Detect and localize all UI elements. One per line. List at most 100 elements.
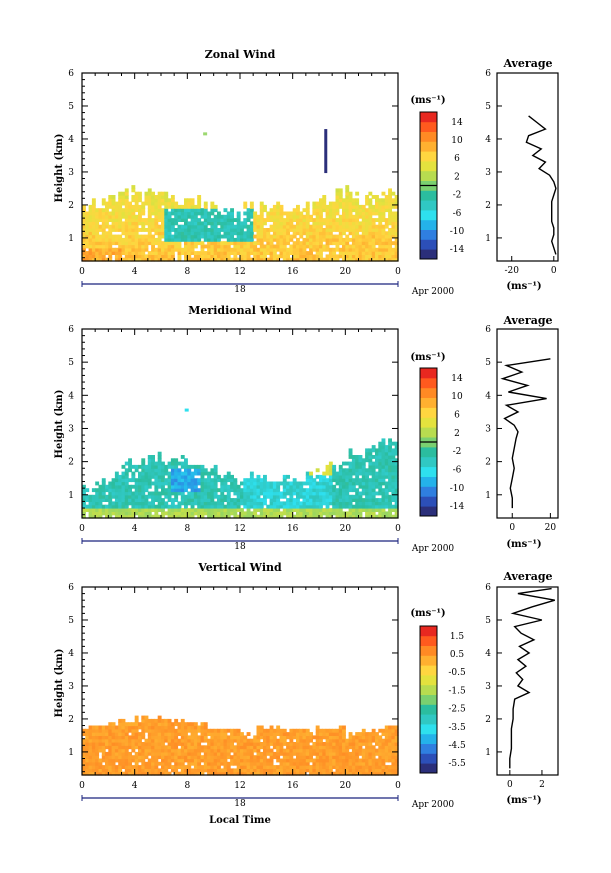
heatmap-cell — [236, 228, 241, 232]
heatmap-cell — [85, 241, 90, 246]
heatmap-cell — [368, 751, 373, 756]
heatmap-cell — [131, 742, 136, 746]
heatmap-cell — [289, 738, 294, 743]
heatmap-cell — [161, 201, 165, 206]
heatmap-cell — [230, 257, 234, 262]
heatmap-cell — [361, 244, 366, 249]
heatmap-cell — [253, 491, 258, 496]
heatmap-cell — [328, 491, 333, 496]
heatmap-cell — [193, 745, 198, 750]
heatmap-cell — [355, 241, 360, 246]
heatmap-cell — [114, 251, 119, 255]
heatmap-cell — [243, 755, 248, 760]
heatmap-cell — [108, 514, 113, 519]
heatmap-cell — [111, 511, 116, 516]
x-tick-label: 0 — [79, 781, 85, 791]
heatmap-cell — [88, 504, 93, 509]
heatmap-cell — [375, 471, 379, 476]
heatmap-cell — [335, 501, 340, 506]
heatmap-cell — [296, 244, 300, 249]
heatmap-cell — [289, 488, 294, 493]
heatmap-cell — [243, 514, 248, 519]
heatmap-cell — [95, 725, 100, 730]
heatmap-cell — [338, 771, 343, 776]
heatmap-cell — [131, 755, 136, 760]
heatmap-cell — [381, 438, 386, 443]
heatmap-cell — [384, 771, 389, 776]
heatmap-cell — [193, 231, 198, 236]
heatmap-cell — [207, 761, 211, 766]
heatmap-cell — [309, 231, 313, 236]
heatmap-cell — [118, 234, 123, 239]
heatmap-cell — [207, 484, 211, 489]
heatmap-cell — [203, 224, 208, 229]
heatmap-cell — [319, 231, 323, 236]
heatmap-cell — [312, 745, 317, 750]
heatmap-cell — [282, 504, 287, 509]
heatmap-cell — [394, 728, 399, 733]
heatmap-cell — [276, 234, 281, 239]
heatmap-cell — [358, 468, 363, 473]
heatmap-cell — [279, 241, 284, 246]
heatmap-cell — [309, 745, 313, 750]
heatmap-cell — [328, 514, 333, 519]
heatmap-cell — [118, 488, 123, 493]
heatmap-cell — [154, 241, 159, 246]
heatmap-cell — [98, 244, 103, 249]
heatmap-cell — [157, 732, 162, 736]
heatmap-cell — [161, 231, 165, 236]
heatmap-cell — [121, 464, 126, 469]
heatmap-cell — [217, 758, 221, 763]
heatmap-cell — [338, 228, 343, 232]
heatmap-cell — [190, 501, 195, 506]
heatmap-cell — [289, 514, 294, 519]
heatmap-cell — [167, 514, 172, 519]
heatmap-cell — [368, 468, 373, 473]
heatmap-cell — [279, 728, 284, 733]
heatmap-cell — [335, 211, 340, 216]
heatmap-cell — [263, 732, 267, 736]
heatmap-cell — [167, 251, 172, 255]
heatmap-cell — [108, 244, 113, 249]
heatmap-cell — [302, 214, 307, 219]
heatmap-cell — [220, 501, 225, 506]
heatmap-cell — [394, 735, 399, 740]
colorbar-tick-label: -2.5 — [448, 705, 466, 715]
heatmap-cell — [138, 751, 142, 756]
heatmap-cell — [391, 448, 396, 453]
heatmap-cell — [279, 735, 284, 740]
heatmap-cell — [375, 751, 379, 756]
heatmap-cell — [151, 221, 155, 226]
heatmap-cell — [305, 751, 310, 756]
heatmap-cell — [378, 511, 383, 516]
heatmap-cell — [315, 241, 320, 246]
heatmap-cell — [207, 751, 211, 756]
heatmap-cell — [269, 732, 274, 736]
heatmap-cell — [180, 228, 185, 232]
heatmap-cell — [272, 494, 277, 499]
x-tick-label: 16 — [287, 267, 299, 277]
colorbar-segment — [420, 407, 437, 418]
heatmap-cell — [233, 738, 238, 743]
heatmap-cell — [121, 195, 126, 199]
heatmap-cell — [114, 201, 119, 206]
heatmap-cell — [388, 481, 392, 486]
heatmap-cell — [266, 768, 271, 773]
heatmap-cell — [144, 504, 149, 509]
heatmap-cell — [381, 211, 386, 216]
heatmap-cell — [203, 491, 208, 496]
heatmap-cell — [174, 247, 179, 252]
heatmap-cell — [388, 748, 392, 753]
heatmap-cell — [180, 498, 185, 502]
heatmap-cell — [259, 484, 264, 489]
heatmap-cell — [384, 474, 389, 479]
heatmap-cell — [157, 474, 162, 479]
heatmap-cell — [272, 735, 277, 740]
heatmap-cell — [299, 251, 304, 255]
heatmap-cell — [138, 771, 142, 776]
heatmap-cell — [296, 504, 300, 509]
heatmap-cell — [279, 224, 284, 229]
average-line — [500, 358, 551, 509]
heatmap-cell — [378, 514, 383, 519]
heatmap-cell — [82, 758, 86, 763]
